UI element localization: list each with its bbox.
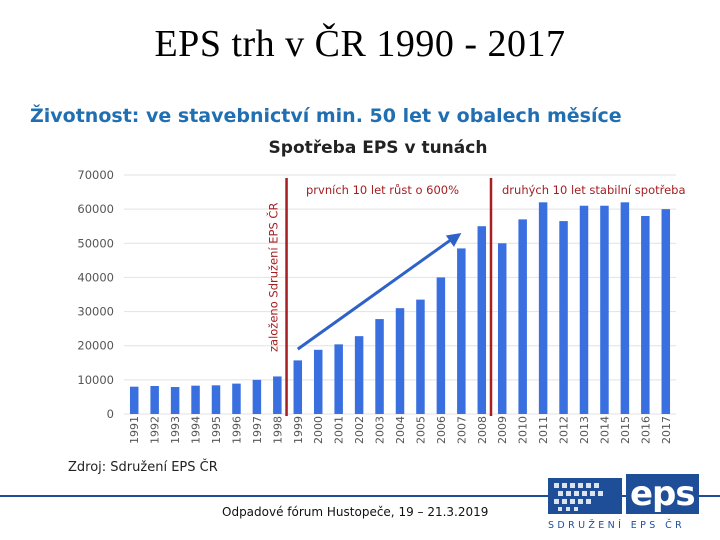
bar bbox=[395, 308, 405, 414]
bar bbox=[273, 376, 282, 414]
bar bbox=[641, 215, 650, 414]
bar bbox=[600, 205, 609, 414]
logo-grid-mark bbox=[548, 478, 622, 514]
bar bbox=[477, 226, 487, 414]
footer-divider bbox=[0, 495, 720, 497]
bar bbox=[457, 248, 466, 414]
x-tick-label: 2001 bbox=[333, 416, 346, 444]
bar bbox=[354, 336, 364, 414]
bar bbox=[436, 277, 446, 414]
y-tick-label: 60000 bbox=[77, 202, 114, 216]
y-tick-label: 50000 bbox=[77, 236, 114, 250]
bar bbox=[170, 387, 180, 414]
bar bbox=[293, 360, 303, 414]
bar bbox=[661, 209, 671, 414]
x-tick-label: 2013 bbox=[578, 416, 591, 444]
x-tick-label: 2006 bbox=[435, 416, 448, 444]
y-tick-label: 40000 bbox=[77, 270, 114, 284]
period-annotation: druhých 10 let stabilní spotřeba bbox=[502, 183, 686, 197]
x-tick-label: 2009 bbox=[496, 416, 509, 444]
footer-text: Odpadové fórum Hustopeče, 19 – 21.3.2019 bbox=[222, 505, 489, 519]
x-tick-label: 2014 bbox=[598, 416, 611, 444]
bar bbox=[518, 219, 527, 414]
logo-wordmark: eps bbox=[626, 474, 699, 514]
bar bbox=[211, 385, 221, 414]
x-tick-label: 1993 bbox=[169, 416, 182, 444]
bar bbox=[620, 202, 630, 414]
bar bbox=[313, 349, 323, 414]
x-tick-label: 1995 bbox=[210, 416, 223, 444]
x-tick-label: 1999 bbox=[292, 416, 305, 444]
x-tick-label: 1991 bbox=[128, 416, 141, 444]
source-note: Zdroj: Sdružení EPS ČR bbox=[68, 460, 218, 475]
x-tick-label: 2017 bbox=[660, 416, 673, 444]
x-tick-label: 2007 bbox=[455, 416, 468, 444]
x-tick-label: 2011 bbox=[537, 416, 550, 444]
x-tick-label: 2003 bbox=[374, 416, 387, 444]
bar bbox=[579, 205, 589, 414]
chart-title: Spotřeba EPS v tunách bbox=[268, 138, 488, 158]
x-tick-label: 1994 bbox=[190, 416, 203, 444]
bar bbox=[129, 386, 139, 414]
x-tick-label: 1996 bbox=[230, 416, 243, 444]
eps-logo: eps SDRUŽENÍ EPS ČR bbox=[548, 474, 699, 536]
x-tick-label: 2010 bbox=[517, 416, 530, 444]
slide-subtitle: Životnost: ve stavebnictví min. 50 let v… bbox=[30, 105, 622, 127]
x-tick-label: 2008 bbox=[476, 416, 489, 444]
period-annotation: prvních 10 let růst o 600% bbox=[306, 183, 459, 197]
y-tick-label: 70000 bbox=[77, 168, 114, 182]
x-tick-label: 2004 bbox=[394, 416, 407, 444]
x-tick-label: 2005 bbox=[414, 416, 427, 444]
slide-title: EPS trh v ČR 1990 - 2017 bbox=[154, 23, 566, 65]
logo-tagline: SDRUŽENÍ EPS ČR bbox=[548, 520, 686, 531]
bar bbox=[252, 379, 262, 414]
x-tick-label: 1998 bbox=[271, 416, 284, 444]
bar bbox=[375, 319, 384, 414]
y-tick-label: 10000 bbox=[77, 373, 114, 387]
bar bbox=[416, 299, 425, 414]
x-tick-label: 2000 bbox=[312, 416, 325, 444]
growth-arrow-head bbox=[445, 233, 462, 247]
y-tick-label: 30000 bbox=[77, 305, 114, 319]
x-tick-label: 2016 bbox=[639, 416, 652, 444]
bar bbox=[559, 221, 568, 414]
x-tick-label: 2012 bbox=[558, 416, 571, 444]
bar bbox=[334, 344, 343, 414]
bar bbox=[191, 385, 200, 414]
y-tick-label: 20000 bbox=[77, 339, 114, 353]
x-tick-label: 2015 bbox=[619, 416, 632, 444]
bar bbox=[232, 383, 241, 414]
founding-marker-label: založeno Sdružení EPS ČR bbox=[266, 203, 281, 352]
x-tick-label: 1997 bbox=[251, 416, 264, 444]
growth-arrow bbox=[296, 236, 455, 351]
bar bbox=[538, 202, 548, 414]
x-tick-label: 1992 bbox=[149, 416, 162, 444]
y-tick-label: 0 bbox=[107, 407, 114, 421]
bar bbox=[150, 386, 159, 414]
x-tick-label: 2002 bbox=[353, 416, 366, 444]
bar bbox=[497, 243, 507, 414]
